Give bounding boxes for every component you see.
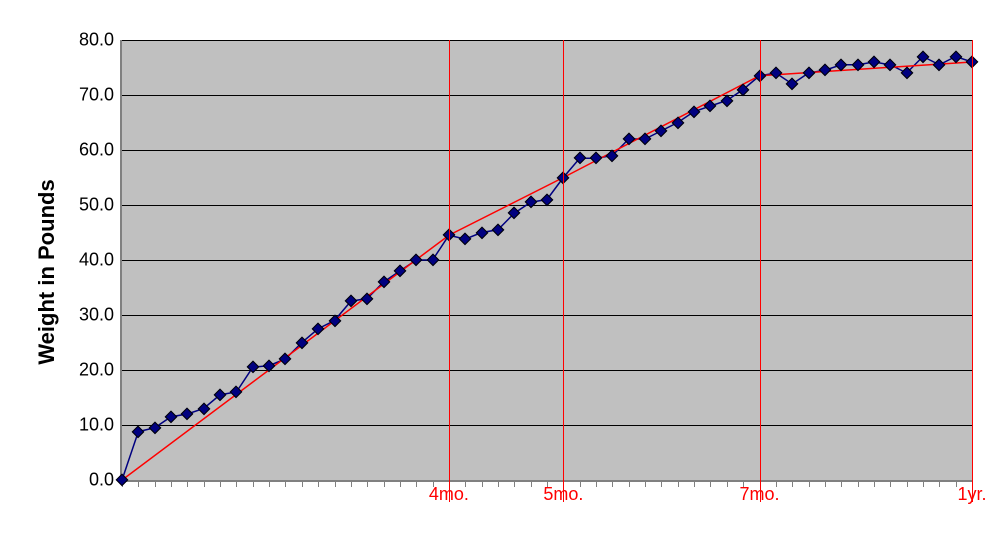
x-tick [335,480,336,487]
x-tick [809,480,810,487]
x-tick [253,480,254,487]
y-tick-label: 30.0 [79,305,122,326]
x-tick [384,480,385,487]
x-tick [841,480,842,487]
x-tick [531,480,532,487]
x-tick [204,480,205,487]
plot-area: 0.010.020.030.040.050.060.070.080.04mo.5… [120,40,972,482]
x-tick [645,480,646,487]
y-tick-label: 80.0 [79,30,122,51]
age-marker-label: 4mo. [429,484,469,505]
x-tick [596,480,597,487]
x-tick [678,480,679,487]
x-tick [236,480,237,487]
x-tick [792,480,793,487]
x-tick [629,480,630,487]
y-tick-label: 40.0 [79,250,122,271]
x-tick [907,480,908,487]
age-marker-label: 5mo. [543,484,583,505]
x-tick [661,480,662,487]
x-tick [498,480,499,487]
x-tick [612,480,613,487]
line-layer [122,40,972,480]
x-tick [956,480,957,487]
age-marker-line [972,40,973,502]
x-tick [269,480,270,487]
y-tick-label: 20.0 [79,360,122,381]
x-tick [367,480,368,487]
x-tick [285,480,286,487]
x-tick [694,480,695,487]
x-tick [155,480,156,487]
x-tick [351,480,352,487]
age-marker-line [449,40,450,502]
y-tick-label: 10.0 [79,415,122,436]
age-marker-label: 1yr. [957,484,986,505]
data-line [122,57,972,481]
x-tick [710,480,711,487]
x-tick [220,480,221,487]
trend-line [122,62,972,480]
x-tick [482,480,483,487]
age-marker-label: 7mo. [739,484,779,505]
x-tick [138,480,139,487]
weight-chart: Weight in Pounds 0.010.020.030.040.050.0… [0,0,991,544]
age-marker-line [563,40,564,502]
x-tick [318,480,319,487]
y-tick-label: 70.0 [79,85,122,106]
x-tick [923,480,924,487]
x-tick [939,480,940,487]
x-tick [416,480,417,487]
x-tick [171,480,172,487]
x-tick [727,480,728,487]
x-tick [825,480,826,487]
age-marker-line [760,40,761,502]
y-tick-label: 50.0 [79,195,122,216]
x-tick [874,480,875,487]
y-axis-title: Weight in Pounds [34,179,60,364]
x-tick [890,480,891,487]
y-tick-label: 60.0 [79,140,122,161]
x-tick [400,480,401,487]
x-tick [858,480,859,487]
x-tick [514,480,515,487]
x-tick [187,480,188,487]
x-tick [302,480,303,487]
